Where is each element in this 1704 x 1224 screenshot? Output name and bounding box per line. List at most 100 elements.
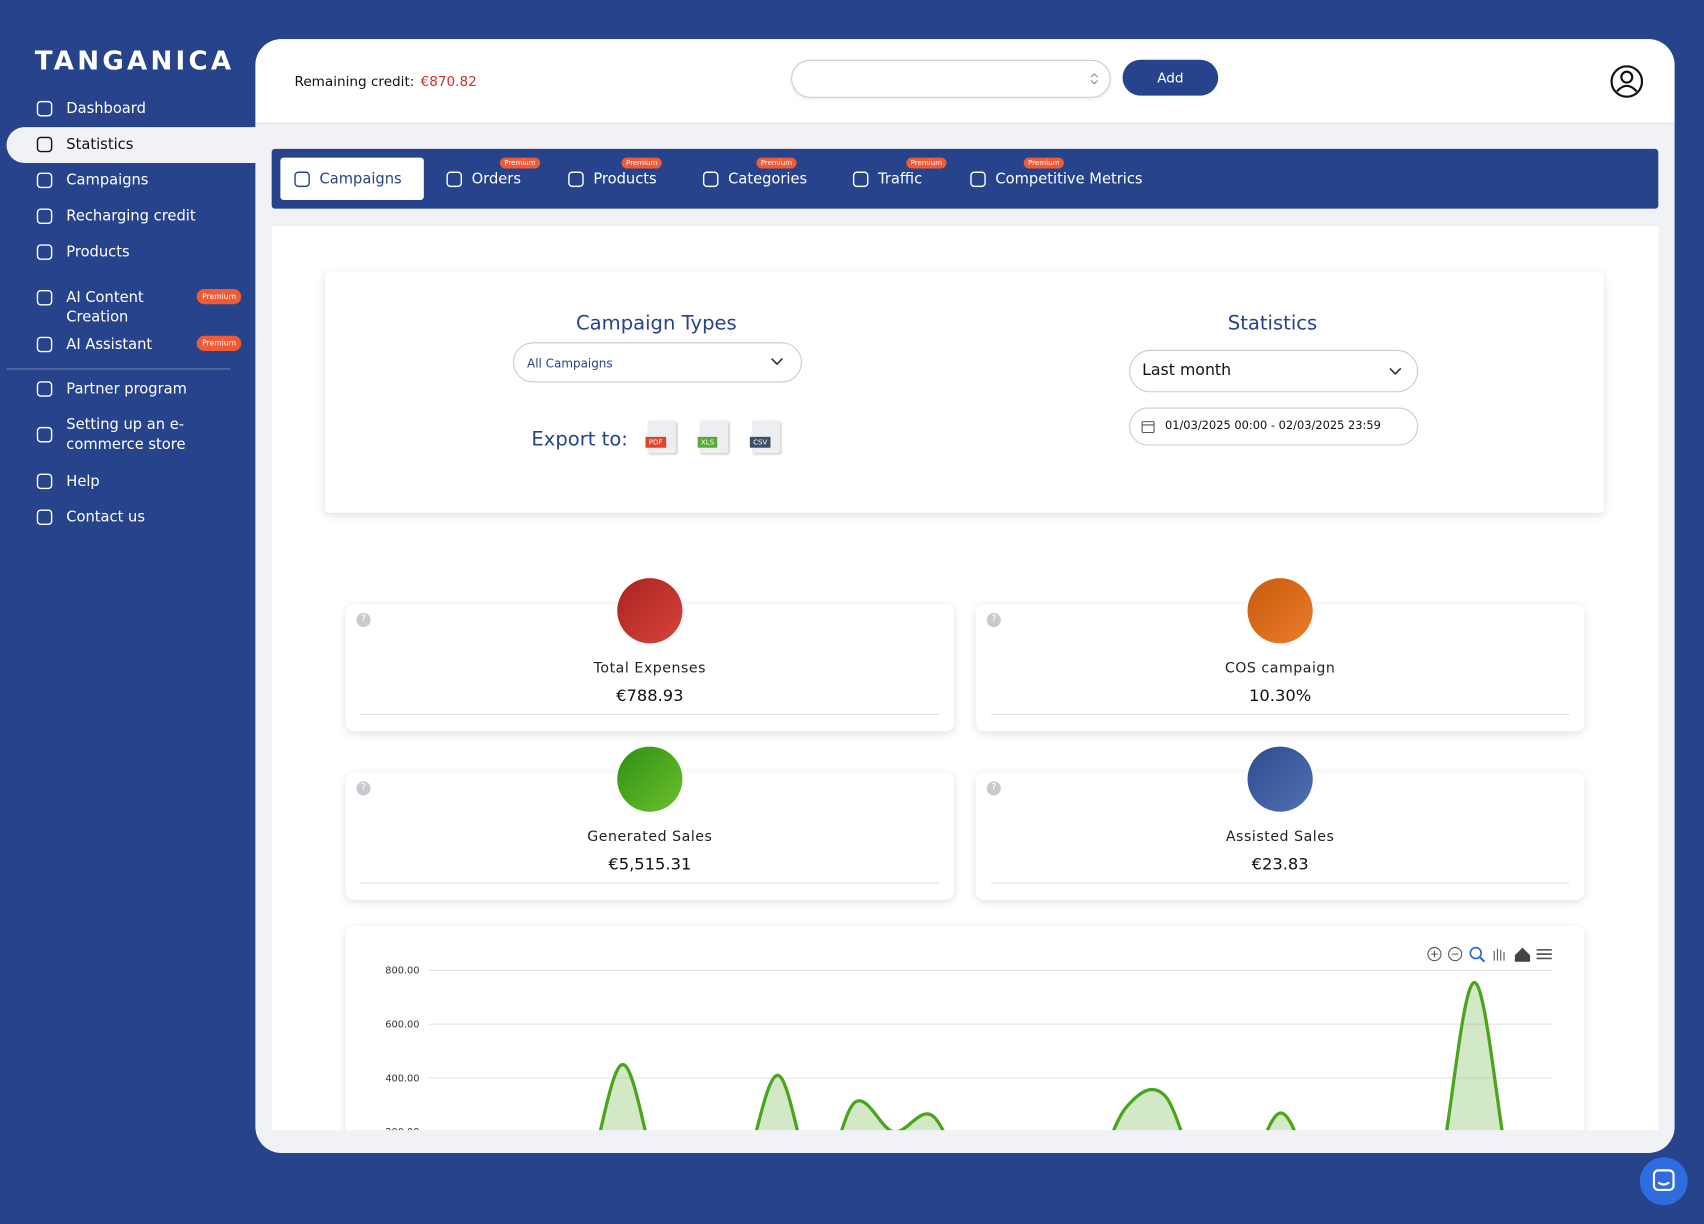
premium-badge: Premium [196, 289, 242, 305]
nav-item[interactable]: AI Content Creation [66, 289, 144, 327]
kpi-value: €23.83 [1251, 854, 1309, 874]
tab[interactable]: Traffic Premium [852, 157, 947, 188]
kpi-value: €788.93 [616, 685, 684, 706]
date-range[interactable]: 01/03/2025 00:00 - 02/03/2025 23:59 [1129, 407, 1419, 446]
tab-label: Orders [471, 170, 521, 188]
calendar-icon [1141, 421, 1155, 434]
export-label: Export to: [531, 428, 628, 451]
nav-item[interactable]: Statistics [66, 135, 134, 154]
premium-badge: Premium [756, 157, 797, 169]
kpi-icon [1247, 578, 1313, 644]
icon-shape [36, 426, 53, 443]
icon [36, 208, 53, 225]
export-format: XLS [697, 436, 718, 448]
logo: TANGANICA [34, 45, 235, 77]
help-icon[interactable]: ? [986, 612, 1001, 628]
tab-label: Categories [728, 170, 808, 188]
icon-shape [36, 289, 53, 306]
kpi-divider [360, 882, 939, 884]
icon-shape [36, 336, 53, 353]
tab[interactable]: Competitive Metrics Premium [970, 157, 1143, 188]
icon [702, 171, 719, 188]
export-format: PDF [645, 436, 666, 448]
icon-shape [852, 171, 869, 188]
icon-shape [36, 509, 53, 526]
icon [852, 171, 869, 188]
nav-item[interactable]: Help [66, 472, 100, 491]
kpi-divider [360, 713, 939, 716]
icon [36, 100, 53, 117]
icon [970, 171, 986, 188]
icon [36, 172, 53, 189]
export-button[interactable]: CSV [749, 420, 781, 454]
campaign-select-value: All Campaigns [527, 356, 613, 371]
kpi-icon [617, 578, 683, 644]
icon-shape [702, 171, 719, 188]
nav-item[interactable]: Campaigns [66, 171, 149, 190]
campaign-types-title: Campaign Types [576, 311, 737, 335]
icon [36, 336, 53, 353]
icon [36, 381, 53, 397]
help-icon[interactable]: ? [356, 781, 371, 796]
main-panel: Remaining credit: €870.82 Add Campaigns O… [255, 39, 1675, 1153]
icon [446, 171, 463, 188]
icon-shape [36, 381, 53, 397]
kpi-value: €5,515.31 [608, 854, 692, 874]
active-tab[interactable] [280, 157, 424, 200]
period-select[interactable]: Last month [1129, 349, 1419, 393]
kpi-label: COS campaign [1224, 660, 1336, 678]
tab[interactable]: Orders Premium [446, 157, 541, 188]
premium-badge: Premium [906, 157, 947, 169]
header: Remaining credit: €870.82 Add [255, 39, 1675, 124]
kpi-divider [991, 713, 1570, 716]
chart: 200.00 400.00 600.00 800.00 [385, 966, 1552, 1131]
icon-shape [36, 208, 53, 225]
period-select-value: Last month [1142, 361, 1232, 380]
select-arrows [1090, 73, 1098, 85]
help-icon[interactable]: ? [986, 781, 1001, 796]
icon-shape [36, 244, 53, 260]
area [600, 982, 1503, 1131]
nav-item[interactable]: Products [66, 243, 130, 261]
icon-shape [36, 100, 53, 117]
icon [36, 426, 53, 443]
nav-item[interactable]: Contact us [66, 508, 145, 526]
campaign-select[interactable]: All Campaigns [512, 342, 802, 383]
help-icon[interactable]: ? [356, 612, 371, 628]
nav-item[interactable]: Recharging credit [66, 207, 196, 225]
tab[interactable]: Categories Premium [702, 157, 808, 188]
icon-shape [294, 171, 310, 188]
chart-toolbar [1427, 946, 1552, 963]
chevron [770, 358, 784, 366]
sidebar: Dashboard Statistics Campaigns Recharging c… [0, 0, 254, 565]
icon [568, 171, 584, 188]
icon [294, 171, 310, 188]
credit-value: €870.82 [420, 72, 477, 90]
chat-button[interactable] [1639, 1156, 1689, 1206]
account-select[interactable] [791, 59, 1111, 98]
statistics-title: Statistics [1227, 311, 1318, 335]
kpi-icon [617, 746, 683, 812]
y-tick-label: 400.00 [385, 1073, 419, 1084]
icon-shape [970, 171, 986, 188]
chevron [1389, 367, 1402, 375]
kpi-divider [991, 882, 1570, 884]
export-format: CSV [749, 436, 771, 448]
y-tick-label: 200.00 [385, 1127, 419, 1130]
tab[interactable]: Products Premium [568, 157, 662, 188]
tab-bar: Campaigns Orders Premium Products Premium Cat… [271, 148, 1659, 209]
nav-item[interactable]: Setting up an e-commerce store [66, 416, 186, 454]
export-button[interactable]: PDF [645, 420, 676, 454]
nav-item[interactable]: Dashboard [66, 99, 146, 118]
y-tick-label: 600.00 [385, 1019, 419, 1030]
nav-item[interactable]: Partner program [66, 380, 187, 398]
nav-item[interactable]: AI Assistant [66, 335, 153, 354]
premium-badge: Premium [621, 157, 662, 169]
tab[interactable]: Campaigns [294, 171, 402, 188]
add-button[interactable]: Add [1122, 59, 1219, 96]
export-button[interactable]: XLS [697, 420, 729, 454]
icon [36, 289, 53, 306]
user-icon[interactable] [1609, 64, 1644, 99]
